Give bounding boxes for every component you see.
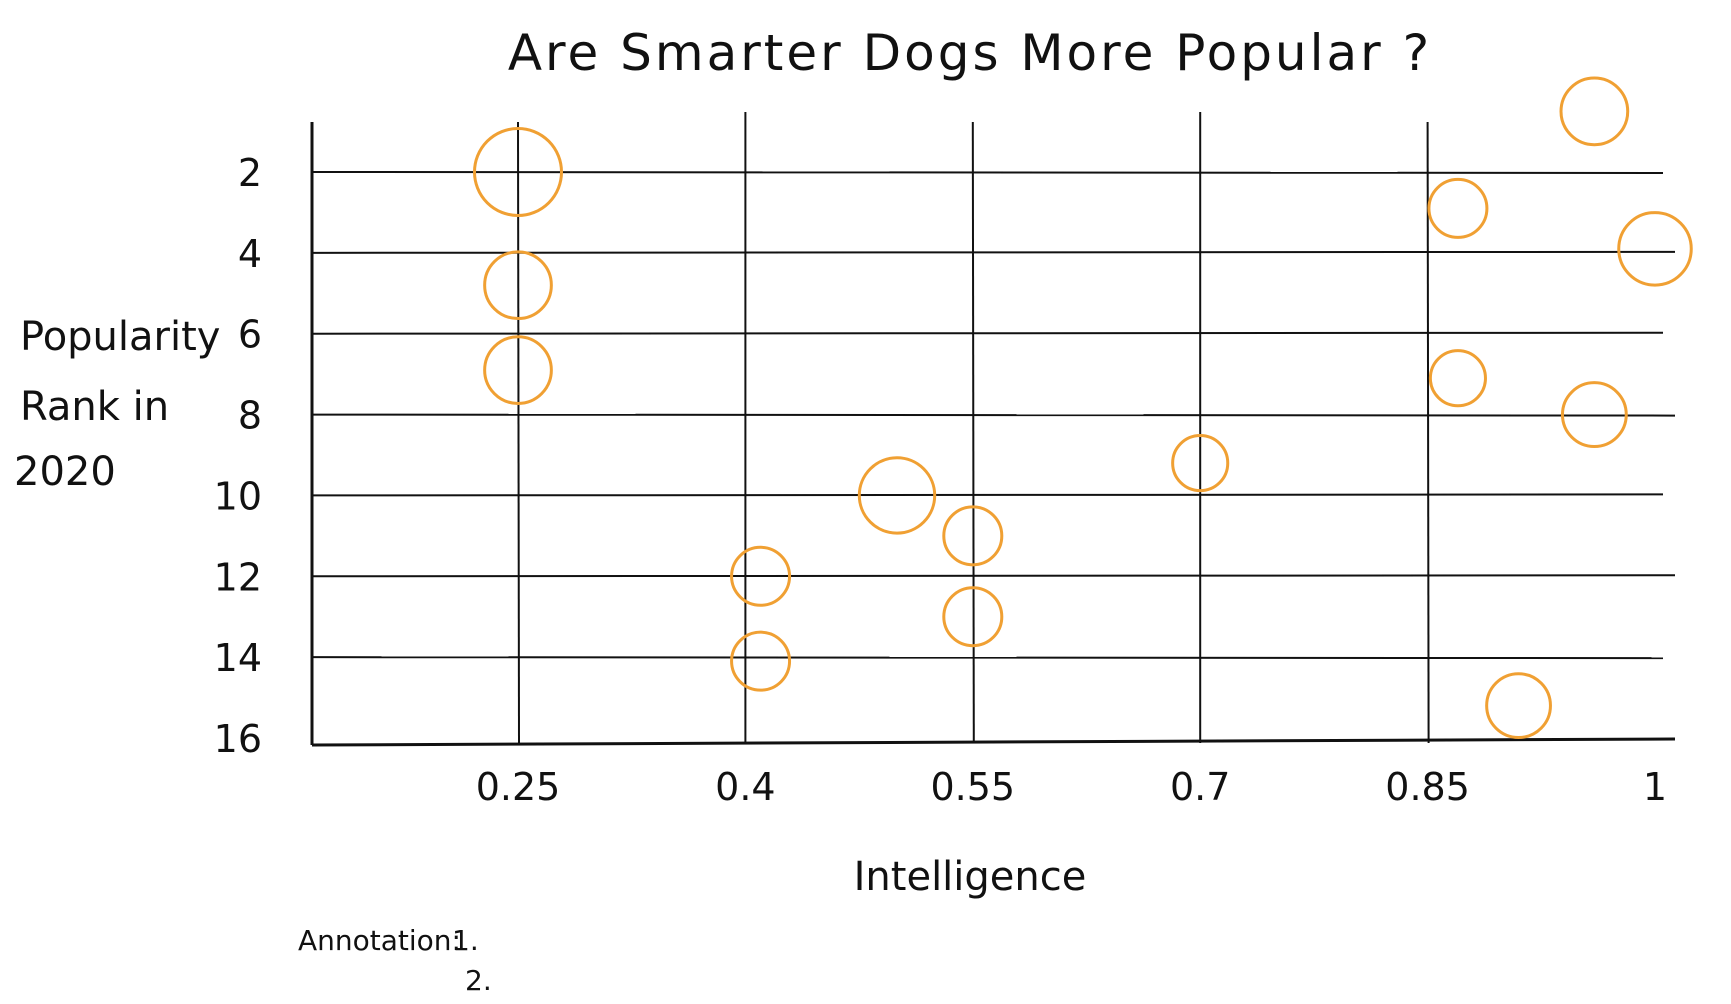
y-axis-label-line-3: 2020	[14, 449, 116, 495]
y-tick-label: 8	[238, 394, 262, 438]
data-point	[1560, 381, 1628, 448]
data-point	[1171, 434, 1230, 493]
x-tick-label: 1	[1643, 765, 1667, 809]
x-tick-label: 0.85	[1385, 765, 1470, 809]
h-gridline	[311, 493, 1664, 497]
y-axis-label-line-1: Popularity	[20, 314, 220, 360]
annotation-item-2: 2.	[465, 964, 492, 997]
y-tick-label: 12	[214, 555, 262, 599]
data-point	[1428, 349, 1487, 408]
data-point	[1427, 177, 1489, 239]
annotation-label: Annotation:	[298, 924, 461, 957]
chart-title: Are Smarter Dogs More Popular ?	[508, 24, 1432, 82]
x-axis-line	[311, 737, 1676, 747]
x-tick-label: 0.25	[476, 765, 561, 809]
v-gridline	[1426, 121, 1430, 744]
grid-layer	[311, 112, 1676, 744]
h-gridline	[311, 250, 1676, 254]
y-tick-label: 14	[214, 636, 262, 680]
h-gridline	[311, 331, 1664, 335]
h-gridline	[311, 656, 1664, 660]
data-point	[473, 127, 563, 217]
h-gridline	[311, 413, 1676, 417]
data-point	[1485, 672, 1552, 740]
y-tick-label: 4	[238, 232, 262, 276]
data-point	[942, 586, 1004, 648]
data-point	[857, 456, 937, 535]
axes-layer	[310, 122, 1676, 747]
data-point	[1559, 76, 1630, 147]
y-axis-label-line-2: Rank in	[20, 384, 169, 430]
x-tick-label: 0.4	[715, 765, 775, 809]
y-tick-label: 6	[238, 313, 262, 357]
data-point	[483, 250, 553, 321]
data-point	[942, 505, 1004, 567]
x-tick-label: 0.7	[1170, 765, 1230, 809]
y-tick-label: 10	[214, 474, 262, 518]
y-tick-label: 2	[238, 151, 262, 195]
y-tick-label: 16	[214, 717, 262, 761]
x-axis-label: Intelligence	[854, 854, 1087, 900]
data-point	[730, 630, 792, 692]
data-point	[483, 335, 553, 405]
points-layer	[473, 76, 1693, 740]
v-gridline	[517, 121, 520, 744]
data-point	[730, 545, 792, 607]
data-point	[1617, 211, 1693, 287]
labels-layer: Are Smarter Dogs More Popular ? Intellig…	[14, 24, 1667, 997]
annotation-item-1: 1.	[452, 924, 479, 957]
v-gridline	[971, 121, 975, 744]
x-tick-label: 0.55	[930, 765, 1015, 809]
h-gridline	[311, 574, 1676, 578]
h-gridline	[311, 171, 1664, 174]
